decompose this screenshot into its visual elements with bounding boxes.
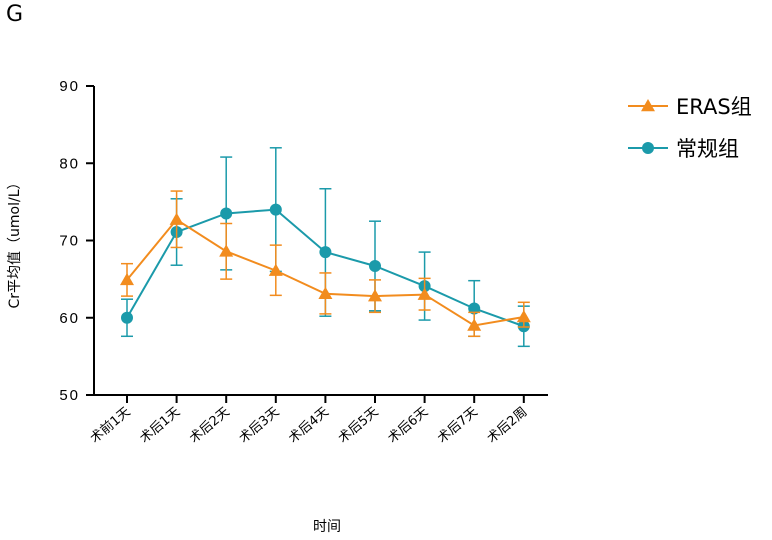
- legend-triangle-marker: [641, 99, 655, 112]
- data-point: [467, 318, 482, 331]
- series-eras: [120, 190, 531, 338]
- data-point: [219, 244, 234, 257]
- x-tick-label: 术后2周: [485, 405, 531, 447]
- data-point: [169, 212, 184, 225]
- data-point: [120, 272, 134, 286]
- y-tick-label: 80: [59, 155, 80, 172]
- x-axis-ticks: 术前1天 术后1天 术后2天 术后3天 术后4天 术后5天 术后6天 术后7天 术后2周: [87, 395, 530, 446]
- y-tick-label: 60: [59, 310, 80, 327]
- y-tick-label: 50: [59, 387, 80, 404]
- data-point: [516, 309, 531, 323]
- x-tick-label: 术前1天: [87, 404, 134, 447]
- legend-circle-marker: [642, 142, 654, 154]
- data-point: [121, 311, 133, 324]
- legend-entry: ERAS组: [628, 95, 752, 119]
- legend-label: ERAS组: [676, 95, 752, 119]
- legend-entry: 常规组: [628, 137, 739, 161]
- y-axis-ticks: 50 60 70 80 90: [59, 78, 94, 404]
- x-tick-label: 术后6天: [385, 405, 431, 447]
- axes: [93, 86, 548, 396]
- y-tick-label: 90: [59, 78, 80, 95]
- data-point: [318, 286, 333, 300]
- data-point: [369, 259, 381, 272]
- data-point: [220, 207, 233, 220]
- x-axis-label: 时间: [313, 519, 341, 535]
- x-tick-label: 术后3天: [237, 405, 283, 447]
- data-point: [368, 289, 382, 302]
- x-tick-label: 术后7天: [435, 405, 481, 447]
- panel-label: G: [6, 2, 24, 27]
- legend-label: 常规组: [676, 137, 739, 161]
- x-tick-label: 术后5天: [336, 405, 382, 447]
- data-point: [268, 263, 283, 276]
- data-point: [319, 246, 332, 259]
- x-tick-label: 术后4天: [286, 405, 332, 447]
- y-tick-label: 70: [59, 233, 80, 250]
- y-axis-label: Cr平均值（umol/L）: [7, 175, 23, 308]
- series-layer: [120, 147, 531, 348]
- data-point: [468, 302, 481, 315]
- data-point: [417, 287, 432, 300]
- data-point: [269, 203, 282, 216]
- x-tick-label: 术后1天: [137, 405, 183, 447]
- x-tick-label: 术后2天: [187, 405, 233, 447]
